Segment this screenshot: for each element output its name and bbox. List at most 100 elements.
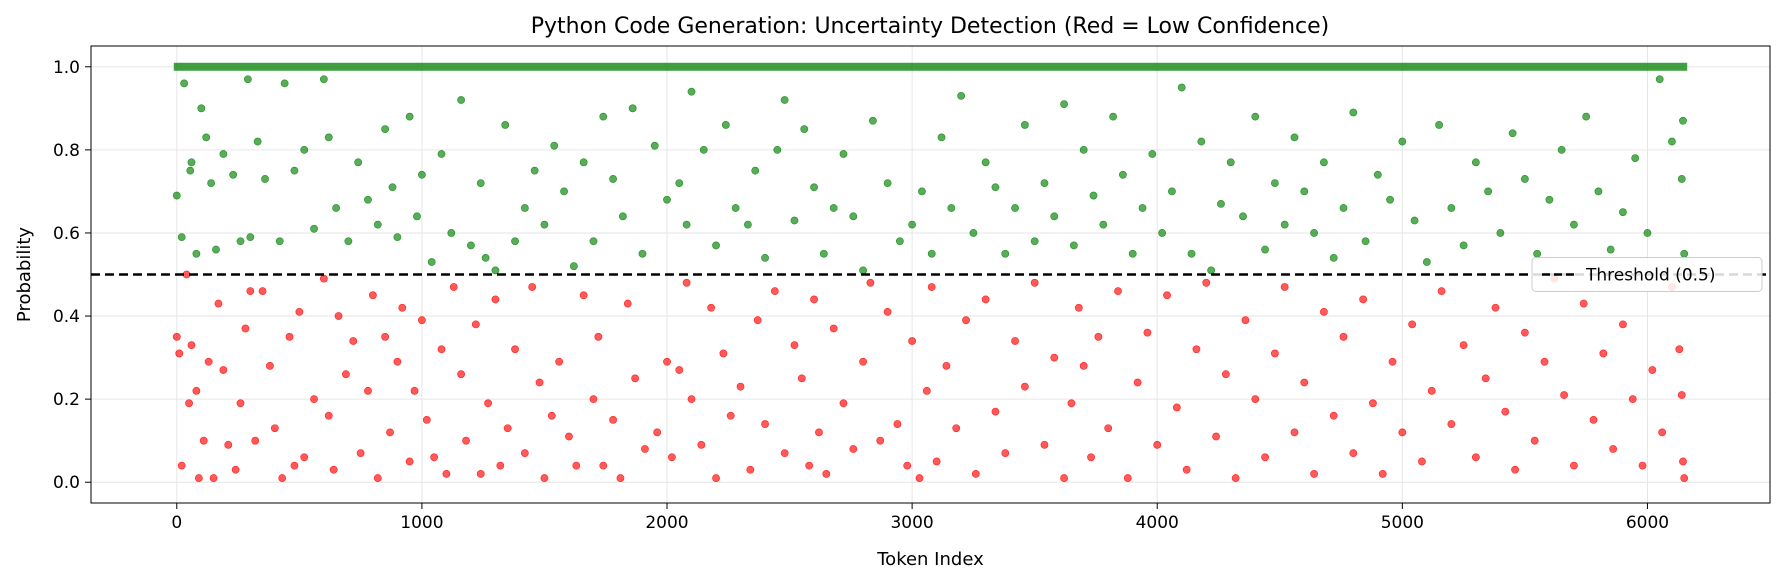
- high-confidence-point: [1423, 258, 1430, 265]
- low-confidence-point: [374, 474, 381, 481]
- low-confidence-point: [573, 462, 580, 469]
- low-confidence-point: [1502, 408, 1509, 415]
- high-confidence-point: [1090, 192, 1097, 199]
- high-confidence-point: [438, 150, 445, 157]
- high-confidence-point: [1301, 188, 1308, 195]
- x-axis-title: Token Index: [876, 549, 984, 570]
- high-confidence-point: [1681, 250, 1688, 257]
- high-confidence-point: [629, 105, 636, 112]
- high-confidence-point: [651, 142, 658, 149]
- low-confidence-point: [933, 458, 940, 465]
- low-confidence-point: [806, 462, 813, 469]
- low-confidence-point: [1144, 329, 1151, 336]
- low-confidence-point: [992, 408, 999, 415]
- x-tick-label: 1000: [400, 513, 443, 533]
- low-confidence-point: [830, 325, 837, 332]
- high-confidence-point: [859, 267, 866, 274]
- low-confidence-point: [266, 362, 273, 369]
- low-confidence-point: [840, 400, 847, 407]
- high-confidence-point: [938, 134, 945, 141]
- high-confidence-point: [276, 238, 283, 245]
- low-confidence-point: [1002, 450, 1009, 457]
- low-confidence-point: [600, 462, 607, 469]
- high-confidence-point: [722, 121, 729, 128]
- low-confidence-point: [1203, 279, 1210, 286]
- low-confidence-point: [472, 321, 479, 328]
- low-confidence-point: [195, 474, 202, 481]
- low-confidence-point: [1261, 454, 1268, 461]
- low-confidence-point: [1163, 292, 1170, 299]
- low-confidence-point: [458, 371, 465, 378]
- low-confidence-point: [761, 420, 768, 427]
- low-confidence-point: [928, 283, 935, 290]
- high-confidence-point: [1472, 159, 1479, 166]
- low-confidence-point: [1600, 350, 1607, 357]
- high-confidence-point: [639, 250, 646, 257]
- high-confidence-point: [188, 159, 195, 166]
- low-confidence-point: [1183, 466, 1190, 473]
- high-confidence-point: [467, 242, 474, 249]
- high-confidence-point: [1436, 121, 1443, 128]
- high-confidence-point: [382, 125, 389, 132]
- high-confidence-point: [744, 221, 751, 228]
- high-confidence-point: [254, 138, 261, 145]
- low-confidence-point: [1060, 474, 1067, 481]
- high-confidence-point: [1129, 250, 1136, 257]
- low-confidence-point: [369, 292, 376, 299]
- low-confidence-point: [271, 425, 278, 432]
- low-confidence-point: [1511, 466, 1518, 473]
- high-confidence-point: [1644, 229, 1651, 236]
- high-confidence-point: [781, 96, 788, 103]
- plot-frame: [91, 46, 1770, 503]
- low-confidence-point: [982, 296, 989, 303]
- high-confidence-point: [521, 204, 528, 211]
- low-confidence-point: [215, 300, 222, 307]
- low-confidence-point: [1472, 454, 1479, 461]
- x-tick-label: 4000: [1136, 513, 1179, 533]
- low-confidence-point: [252, 437, 259, 444]
- high-confidence-point: [193, 250, 200, 257]
- x-tick-label: 6000: [1626, 513, 1669, 533]
- low-confidence-point: [1369, 400, 1376, 407]
- low-confidence-point: [462, 437, 469, 444]
- low-confidence-point: [536, 379, 543, 386]
- low-confidence-point: [364, 387, 371, 394]
- low-confidence-point: [859, 358, 866, 365]
- low-confidence-point: [1610, 445, 1617, 452]
- low-confidence-point: [1676, 346, 1683, 353]
- x-tick-label: 5000: [1381, 513, 1424, 533]
- low-confidence-point: [877, 437, 884, 444]
- high-confidence-point: [1188, 250, 1195, 257]
- low-confidence-point: [242, 325, 249, 332]
- low-confidence-point: [1124, 474, 1131, 481]
- high-confidence-point: [1011, 204, 1018, 211]
- low-confidence-point: [1041, 441, 1048, 448]
- high-confidence-point: [1570, 221, 1577, 228]
- high-confidence-point: [1271, 180, 1278, 187]
- low-confidence-point: [1340, 333, 1347, 340]
- low-confidence-point: [904, 462, 911, 469]
- low-confidence-point: [962, 317, 969, 324]
- low-confidence-point: [188, 342, 195, 349]
- high-confidence-point: [208, 180, 215, 187]
- high-confidence-point: [1060, 101, 1067, 108]
- high-confidence-point: [502, 121, 509, 128]
- low-confidence-point: [418, 317, 425, 324]
- high-confidence-point: [220, 150, 227, 157]
- low-confidence-point: [663, 358, 670, 365]
- low-confidence-point: [624, 300, 631, 307]
- low-confidence-point: [1051, 354, 1058, 361]
- low-confidence-point: [1021, 383, 1028, 390]
- high-confidence-point: [531, 167, 538, 174]
- points-layer: [173, 76, 1688, 482]
- high-confidence-point: [982, 159, 989, 166]
- low-confidence-point: [641, 445, 648, 452]
- low-confidence-point: [894, 420, 901, 427]
- high-confidence-point: [688, 88, 695, 95]
- high-confidence-point: [1330, 254, 1337, 261]
- low-confidence-point: [450, 283, 457, 290]
- high-confidence-point: [958, 92, 965, 99]
- high-confidence-point: [1239, 213, 1246, 220]
- low-confidence-point: [595, 333, 602, 340]
- x-tick-label: 3000: [890, 513, 933, 533]
